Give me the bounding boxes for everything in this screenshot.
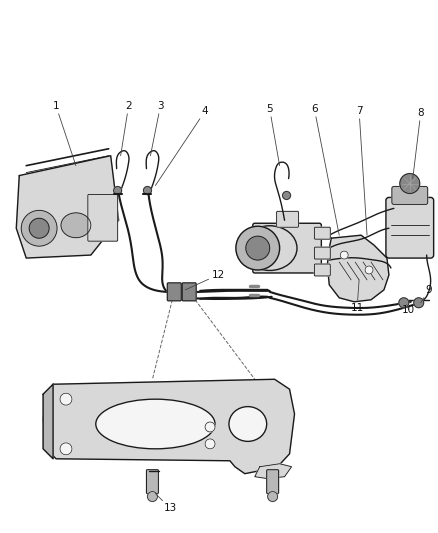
Text: 4: 4 [155,106,208,185]
Circle shape [414,298,424,308]
Polygon shape [43,384,53,459]
Circle shape [148,491,157,502]
Circle shape [21,211,57,246]
FancyBboxPatch shape [392,187,427,204]
FancyBboxPatch shape [182,283,196,301]
FancyBboxPatch shape [253,223,321,273]
Text: 10: 10 [402,305,415,314]
Circle shape [399,298,409,308]
FancyBboxPatch shape [167,283,181,301]
Circle shape [400,174,420,193]
Text: 5: 5 [266,104,279,166]
FancyBboxPatch shape [386,197,434,258]
FancyBboxPatch shape [88,195,118,241]
Ellipse shape [242,226,297,270]
Text: 3: 3 [150,101,164,156]
Circle shape [268,491,278,502]
Circle shape [205,422,215,432]
Ellipse shape [61,213,91,238]
Circle shape [340,251,348,259]
Circle shape [114,187,122,195]
FancyBboxPatch shape [314,227,330,239]
Polygon shape [16,156,119,258]
Polygon shape [327,235,389,302]
Text: 11: 11 [350,280,364,313]
FancyBboxPatch shape [267,470,279,494]
Circle shape [60,393,72,405]
Text: 1: 1 [53,101,76,166]
FancyBboxPatch shape [277,212,298,227]
Text: 7: 7 [356,106,367,235]
Text: 8: 8 [413,108,424,179]
Text: 6: 6 [311,104,339,235]
Ellipse shape [229,407,267,441]
Polygon shape [255,464,292,479]
FancyBboxPatch shape [146,470,159,494]
Ellipse shape [96,399,215,449]
Circle shape [60,443,72,455]
Circle shape [29,219,49,238]
Circle shape [236,226,279,270]
Polygon shape [43,379,294,474]
Text: 12: 12 [185,270,225,290]
Circle shape [205,439,215,449]
FancyBboxPatch shape [314,247,330,259]
Circle shape [246,236,270,260]
FancyBboxPatch shape [314,264,330,276]
Circle shape [365,266,373,274]
Text: 2: 2 [120,101,132,156]
Text: 9: 9 [421,285,432,303]
Circle shape [283,191,290,199]
Text: 13: 13 [155,494,177,513]
Circle shape [144,187,152,195]
